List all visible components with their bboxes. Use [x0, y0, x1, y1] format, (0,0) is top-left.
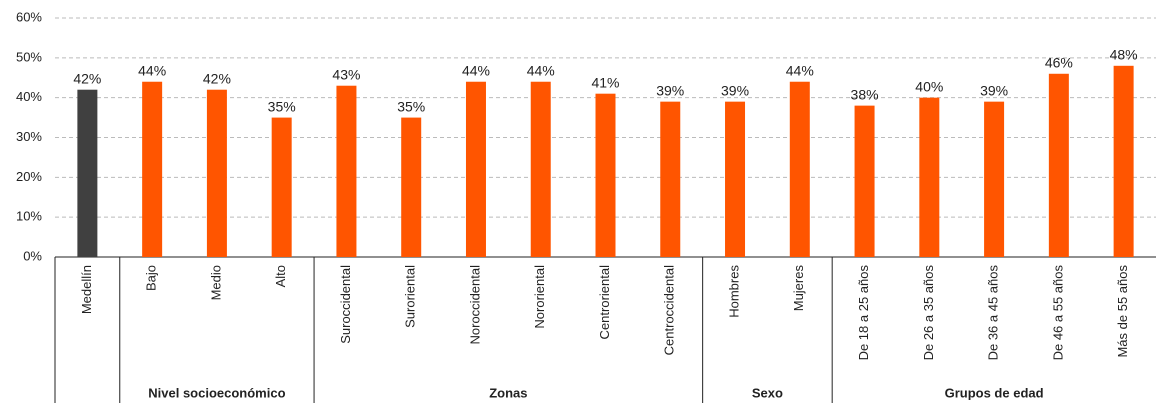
value-label: 40% — [915, 78, 943, 94]
value-label: 35% — [268, 98, 296, 114]
value-label: 44% — [462, 62, 490, 78]
bar — [271, 117, 292, 257]
x-tick-label: Bajo — [144, 265, 159, 291]
x-tick-label: Hombres — [726, 265, 741, 318]
group-label: Sexo — [752, 385, 783, 400]
bar — [595, 93, 616, 257]
x-tick-label: Centroccidental — [662, 265, 677, 355]
value-label: 42% — [73, 70, 101, 86]
bar — [789, 81, 810, 257]
x-tick-label: Centroriental — [597, 265, 612, 340]
bar — [401, 117, 422, 257]
bar — [1113, 65, 1134, 257]
y-tick-label: 60% — [16, 9, 42, 24]
group-label: Grupos de edad — [945, 385, 1044, 400]
bar — [530, 81, 551, 257]
bar — [77, 89, 98, 257]
value-label: 35% — [397, 98, 425, 114]
value-label: 42% — [203, 70, 231, 86]
x-tick-label: Alto — [273, 265, 288, 287]
y-tick-label: 40% — [16, 89, 42, 104]
bar — [142, 81, 163, 257]
bar — [206, 89, 227, 257]
bar — [854, 105, 875, 257]
x-tick-label: Nororiental — [532, 265, 547, 329]
y-tick-label: 50% — [16, 49, 42, 64]
bar — [919, 97, 940, 258]
x-tick-label: Más de 55 años — [1115, 265, 1130, 358]
bar — [725, 101, 746, 258]
value-label: 39% — [656, 82, 684, 98]
value-label: 43% — [332, 66, 360, 82]
value-label: 44% — [138, 62, 166, 78]
x-tick-label: Suroccidental — [338, 265, 353, 344]
x-tick-label: Medio — [208, 265, 223, 300]
group-label: Nivel socioeconómico — [148, 385, 285, 400]
value-label: 46% — [1045, 54, 1073, 70]
value-label: 38% — [851, 86, 879, 102]
x-tick-label: De 26 a 35 años — [921, 265, 936, 361]
value-label: 39% — [721, 82, 749, 98]
value-label: 41% — [591, 74, 619, 90]
x-tick-label: Suroriental — [403, 265, 418, 328]
bar — [336, 85, 357, 257]
group-label: Zonas — [489, 385, 527, 400]
y-tick-label: 30% — [16, 129, 42, 144]
bar — [660, 101, 681, 258]
value-label: 44% — [786, 62, 814, 78]
bar — [984, 101, 1005, 258]
x-tick-label: De 18 a 25 años — [856, 265, 871, 361]
y-tick-label: 20% — [16, 169, 42, 184]
bar — [465, 81, 486, 257]
value-label: 48% — [1110, 47, 1138, 63]
bar — [1048, 73, 1069, 258]
y-tick-label: 10% — [16, 209, 42, 224]
x-tick-label: De 46 a 55 años — [1050, 265, 1065, 361]
value-label: 44% — [527, 62, 555, 78]
x-tick-label: Mujeres — [791, 265, 806, 312]
x-tick-label: De 36 a 45 años — [986, 265, 1001, 361]
x-tick-label: Noroccidental — [467, 265, 482, 345]
x-tick-label: Medellín — [79, 265, 94, 314]
y-tick-label: 0% — [23, 248, 42, 263]
value-label: 39% — [980, 82, 1008, 98]
